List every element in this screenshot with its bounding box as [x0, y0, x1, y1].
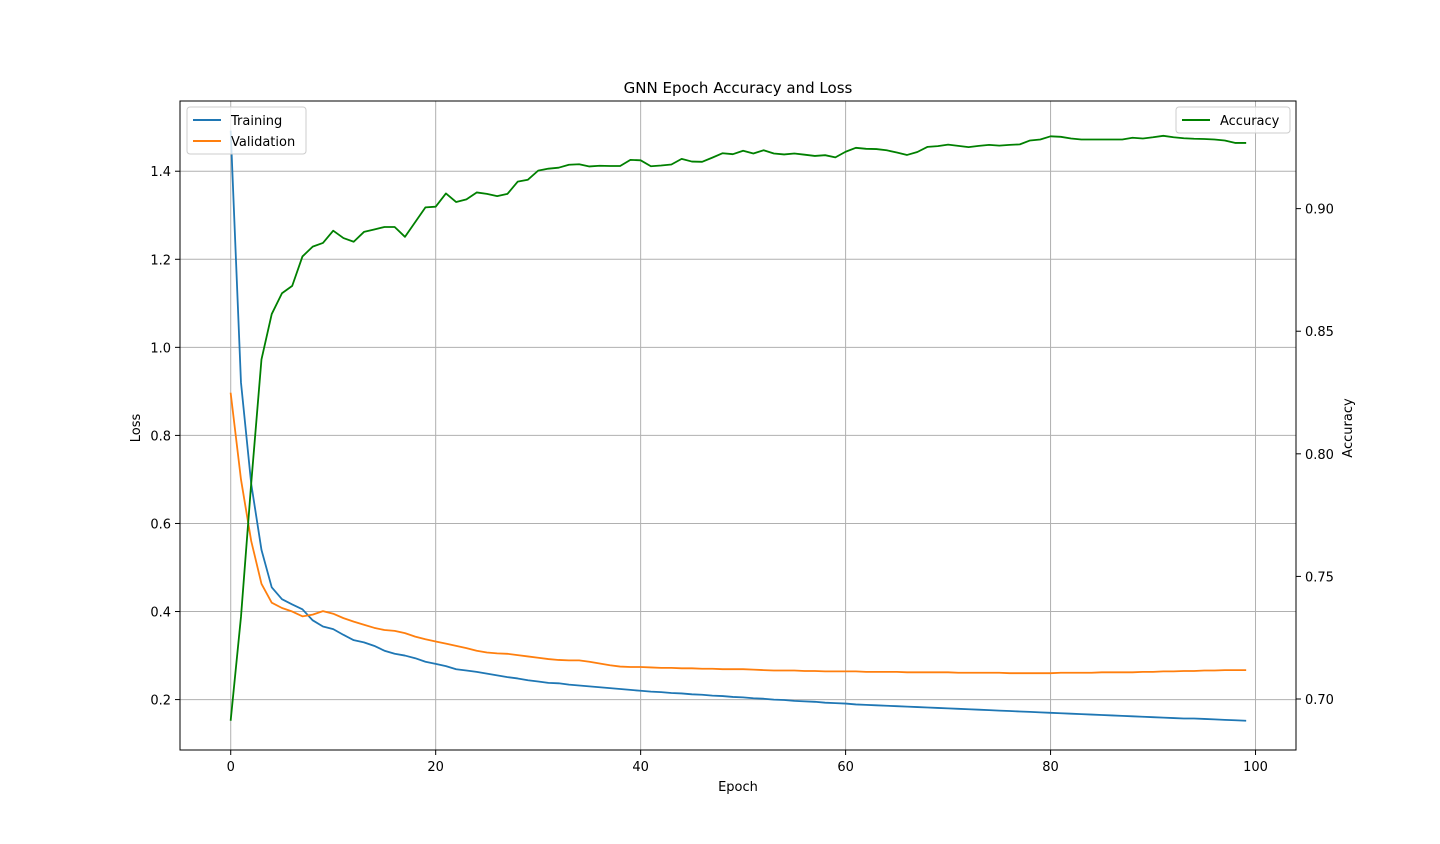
chart-title: GNN Epoch Accuracy and Loss: [624, 79, 853, 97]
x-tick-label-40: 40: [632, 760, 649, 775]
x-tick-label-60: 60: [837, 760, 854, 775]
x-axis-ticks: 0 20 40 60 80 100: [227, 750, 1268, 775]
legend-right: Accuracy: [1175, 106, 1291, 134]
series-line-validation: [229, 392, 1247, 675]
left-y-axis-ticks: 0.2 0.4 0.6 0.8 1.0 1.2 1.4: [150, 165, 180, 709]
x-tick-label-100: 100: [1243, 760, 1268, 775]
left-y-tick-label-1: 1.0: [150, 341, 171, 356]
left-y-tick-label-1.4: 1.4: [150, 165, 171, 180]
right-y-axis-ticks: 0.70 0.75 0.80 0.85 0.90: [1296, 203, 1334, 708]
grid-lines: [180, 101, 1296, 750]
plot-series: [229, 130, 1247, 722]
left-y-tick-label-1.2: 1.2: [150, 253, 171, 268]
axes-frame: [179, 100, 1297, 751]
legend-right-box: [1175, 106, 1291, 134]
left-y-axis-label: Loss: [129, 414, 144, 443]
series-line-training: [229, 130, 1247, 722]
legend-label-accuracy: Accuracy: [1220, 114, 1280, 129]
right-y-axis-label: Accuracy: [1341, 398, 1356, 458]
right-y-tick-label-0.75: 0.75: [1305, 570, 1334, 585]
x-tick-label-0: 0: [227, 760, 235, 775]
left-y-tick-label-0.6: 0.6: [150, 517, 171, 532]
x-axis-label: Epoch: [718, 780, 758, 795]
right-y-tick-label-0.9: 0.90: [1305, 203, 1334, 218]
right-y-tick-label-0.8: 0.80: [1305, 448, 1334, 463]
x-tick-label-80: 80: [1042, 760, 1059, 775]
legend-left: Training Validation: [186, 106, 307, 155]
left-y-tick-label-0.4: 0.4: [150, 606, 171, 621]
legend-left-box: [186, 106, 307, 155]
right-y-tick-label-0.7: 0.70: [1305, 693, 1334, 708]
legend-label-validation: Validation: [231, 135, 295, 150]
right-y-tick-label-0.85: 0.85: [1305, 325, 1334, 340]
left-y-tick-label-0.8: 0.8: [150, 429, 171, 444]
x-tick-label-20: 20: [427, 760, 444, 775]
legend-label-training: Training: [230, 114, 282, 129]
left-y-tick-label-0.2: 0.2: [150, 694, 171, 709]
series-line-accuracy: [229, 134, 1247, 721]
